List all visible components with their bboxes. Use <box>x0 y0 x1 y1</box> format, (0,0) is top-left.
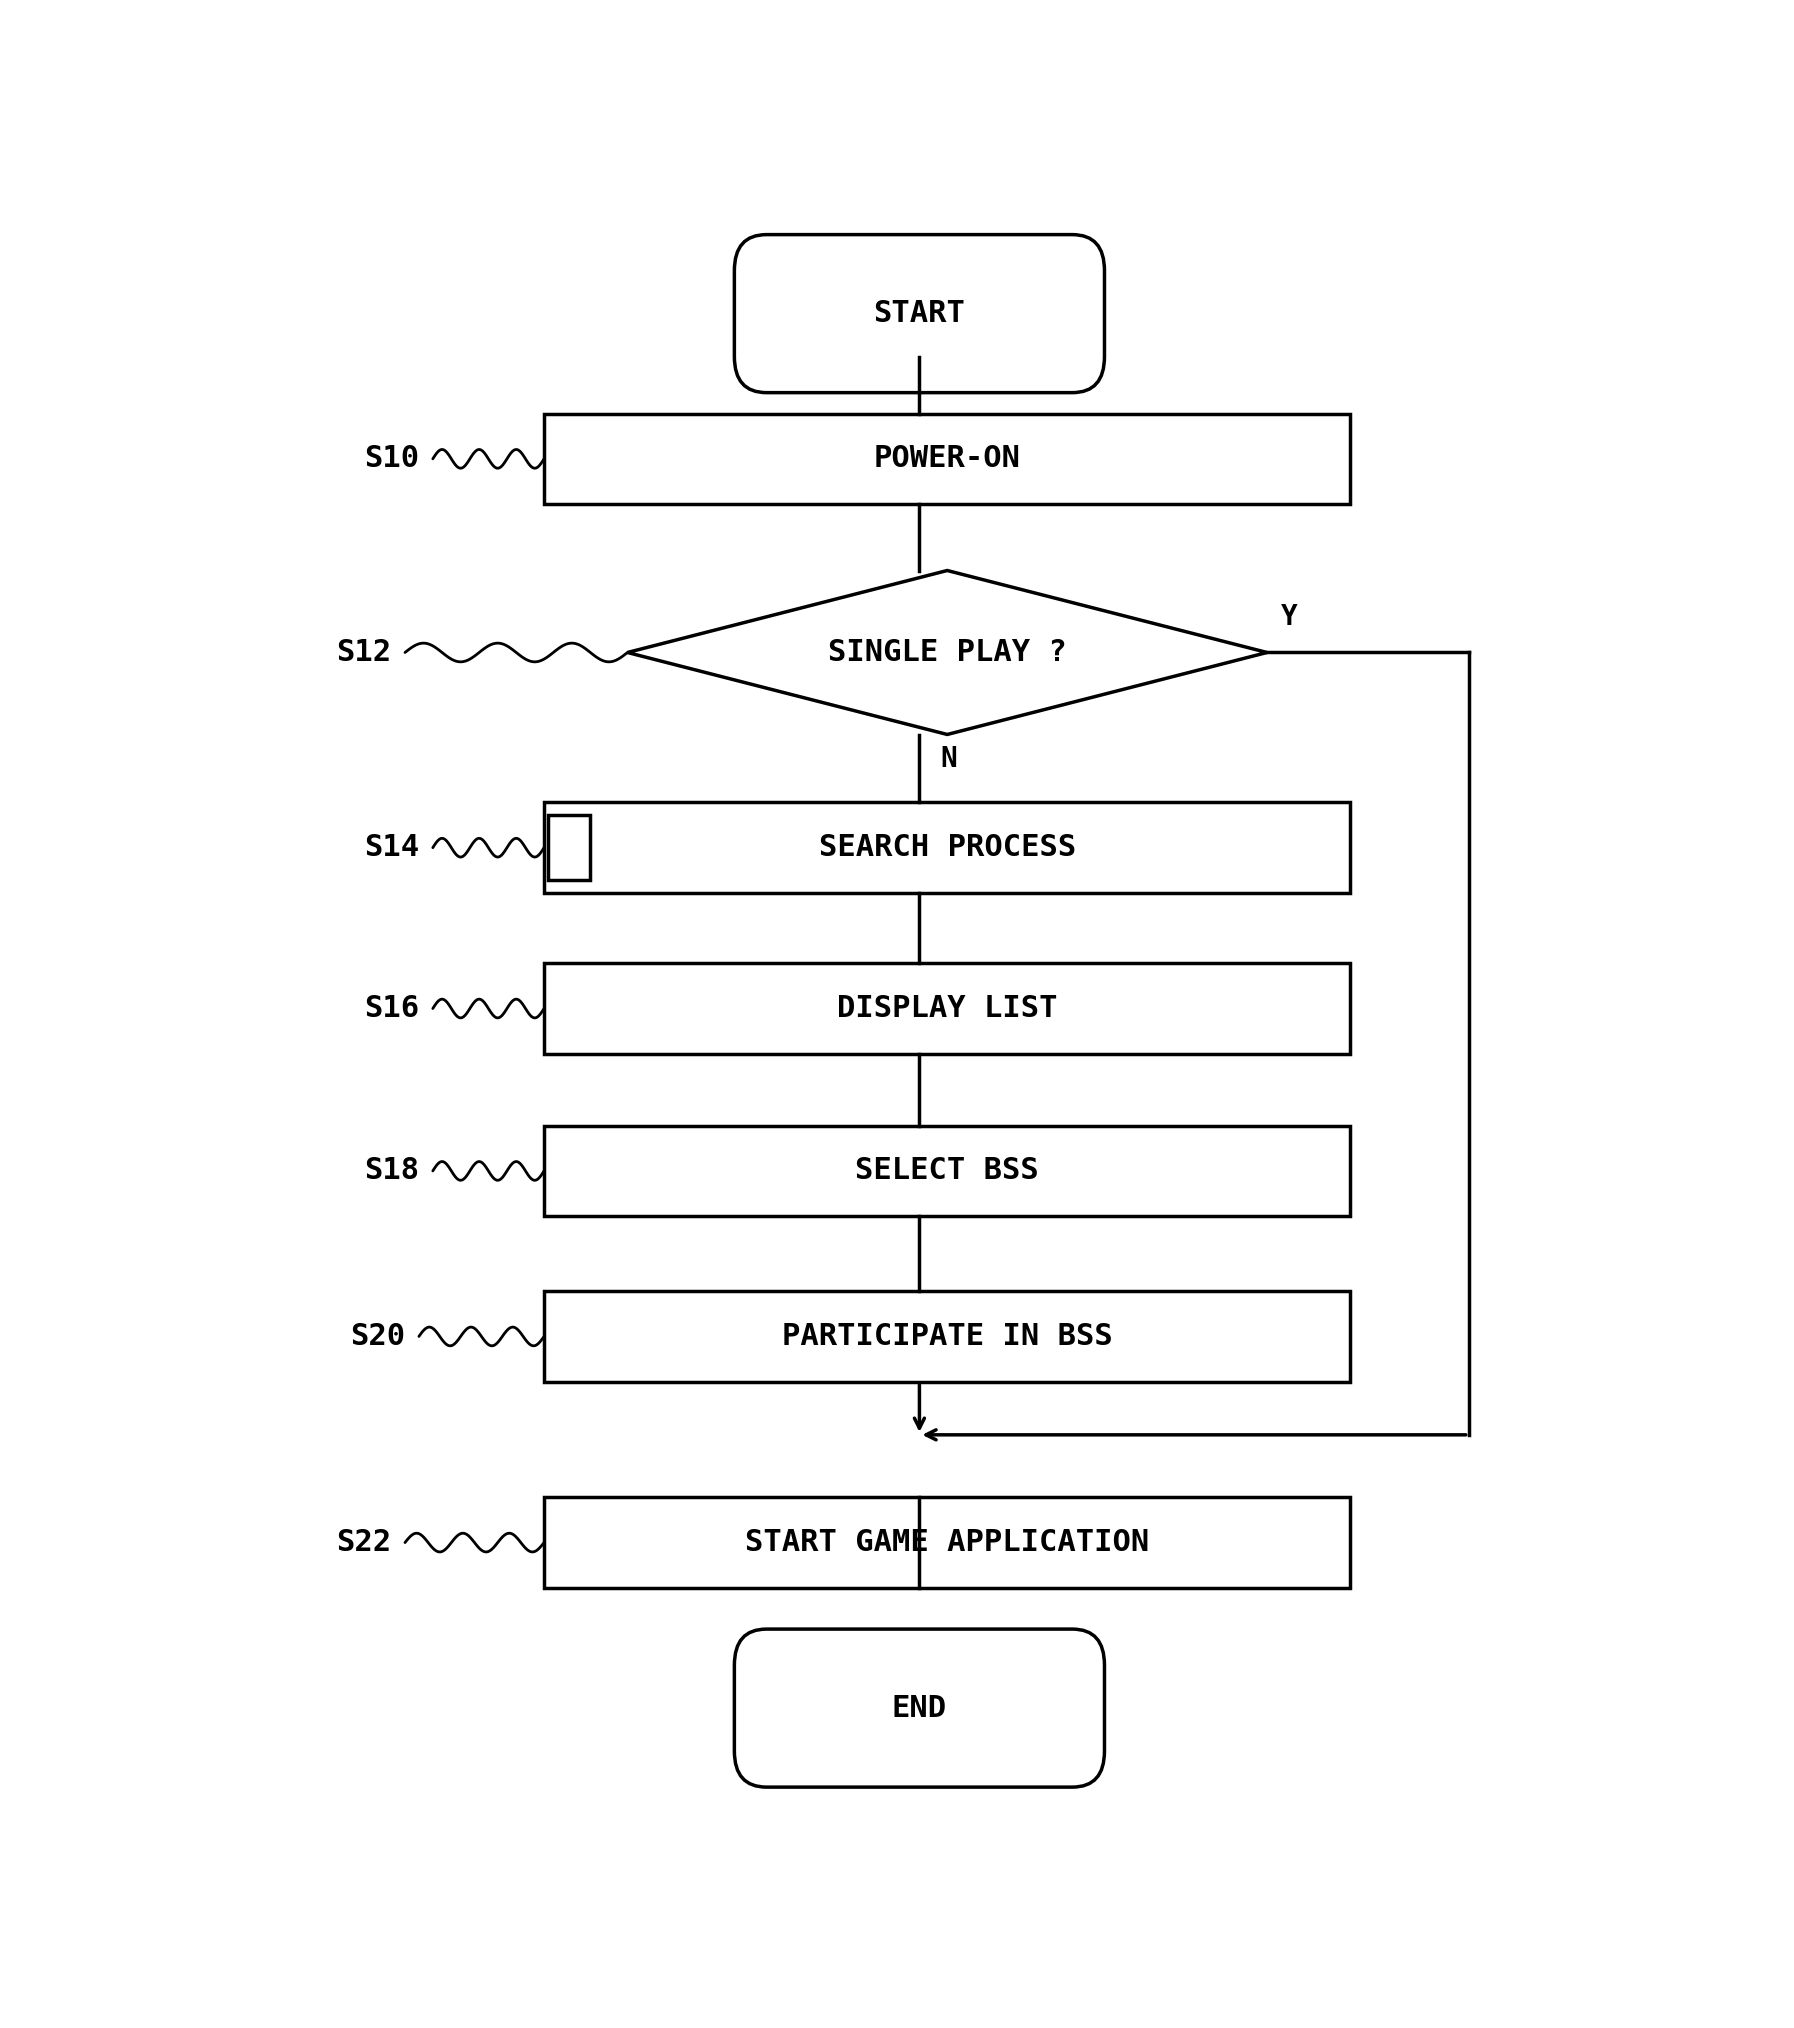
Text: START GAME APPLICATION: START GAME APPLICATION <box>745 1527 1150 1558</box>
Text: S10: S10 <box>364 444 418 473</box>
Bar <box>544 1292 1351 1381</box>
Text: END: END <box>892 1693 947 1722</box>
Text: POWER-ON: POWER-ON <box>874 444 1021 473</box>
Bar <box>544 803 1351 892</box>
Text: S18: S18 <box>364 1156 418 1186</box>
Text: S20: S20 <box>350 1322 405 1351</box>
Text: Y: Y <box>1281 602 1297 631</box>
Bar <box>544 963 1351 1055</box>
Text: PARTICIPATE IN BSS: PARTICIPATE IN BSS <box>782 1322 1112 1351</box>
Bar <box>544 414 1351 505</box>
Bar <box>544 1126 1351 1217</box>
Text: N: N <box>940 744 956 773</box>
Text: S12: S12 <box>335 639 391 667</box>
Bar <box>549 815 590 880</box>
Text: START: START <box>874 300 965 329</box>
Text: SELECT BSS: SELECT BSS <box>856 1156 1039 1186</box>
Text: S16: S16 <box>364 994 418 1022</box>
FancyBboxPatch shape <box>734 1628 1105 1787</box>
FancyBboxPatch shape <box>734 235 1105 393</box>
Bar <box>544 1497 1351 1588</box>
Text: S22: S22 <box>335 1527 391 1558</box>
Text: SINGLE PLAY ?: SINGLE PLAY ? <box>827 639 1067 667</box>
Text: DISPLAY LIST: DISPLAY LIST <box>838 994 1057 1022</box>
Text: S14: S14 <box>364 834 418 862</box>
Polygon shape <box>628 570 1267 734</box>
Text: SEARCH PROCESS: SEARCH PROCESS <box>818 834 1076 862</box>
